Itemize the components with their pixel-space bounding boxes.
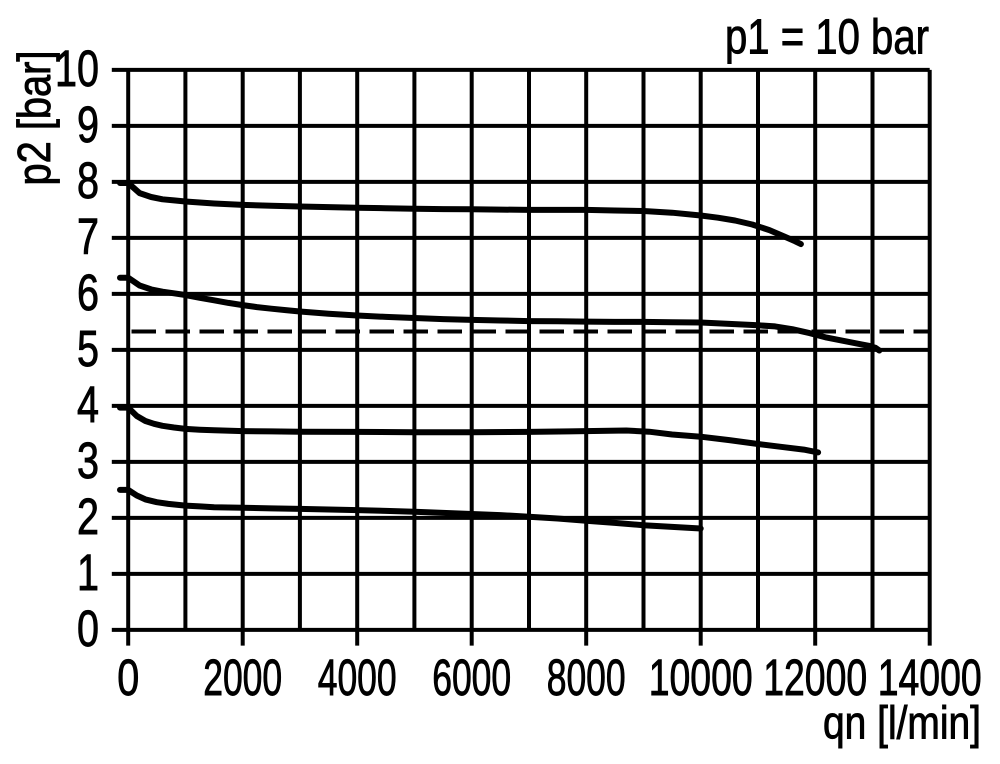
svg-text:10000: 10000 [649,649,753,706]
svg-text:0: 0 [77,600,99,657]
svg-text:3: 3 [77,432,99,489]
svg-text:4000: 4000 [318,649,397,706]
svg-text:0: 0 [117,649,139,706]
svg-text:5: 5 [77,320,99,377]
svg-text:12000: 12000 [763,649,867,706]
svg-text:p2 [bar]: p2 [bar] [8,51,60,186]
svg-text:qn [l/min]: qn [l/min] [823,697,981,749]
svg-text:8000: 8000 [547,649,626,706]
svg-text:10: 10 [55,40,99,97]
svg-text:p1 = 10 bar: p1 = 10 bar [725,11,929,65]
svg-text:2: 2 [77,488,99,545]
svg-text:7: 7 [77,208,99,265]
svg-text:4: 4 [77,376,99,433]
svg-text:9: 9 [77,96,99,153]
svg-text:2000: 2000 [203,649,282,706]
svg-text:1: 1 [77,544,99,601]
svg-text:6000: 6000 [432,649,511,706]
svg-text:14000: 14000 [878,649,982,706]
svg-text:8: 8 [77,152,99,209]
svg-text:6: 6 [77,264,99,321]
